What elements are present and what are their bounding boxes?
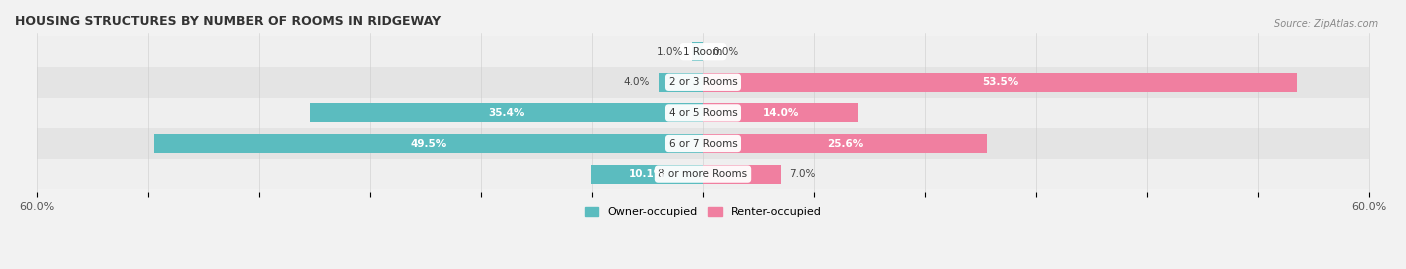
Bar — [37, 98, 1369, 128]
Text: 49.5%: 49.5% — [411, 139, 447, 148]
Bar — [153, 134, 703, 153]
Bar — [703, 134, 987, 153]
Bar — [658, 73, 703, 92]
Bar — [703, 73, 1296, 92]
Bar — [591, 165, 703, 183]
Bar — [37, 67, 1369, 98]
Bar — [37, 159, 1369, 189]
Text: 4.0%: 4.0% — [623, 77, 650, 87]
Text: 25.6%: 25.6% — [827, 139, 863, 148]
Text: 1 Room: 1 Room — [683, 47, 723, 57]
Text: 4 or 5 Rooms: 4 or 5 Rooms — [669, 108, 737, 118]
Bar — [703, 103, 858, 122]
Text: 7.0%: 7.0% — [790, 169, 815, 179]
Bar — [37, 128, 1369, 159]
Bar — [37, 36, 1369, 67]
Text: 10.1%: 10.1% — [628, 169, 665, 179]
Text: 6 or 7 Rooms: 6 or 7 Rooms — [669, 139, 737, 148]
Bar — [692, 42, 703, 61]
Text: Source: ZipAtlas.com: Source: ZipAtlas.com — [1274, 19, 1378, 29]
Text: 1.0%: 1.0% — [657, 47, 683, 57]
Text: 0.0%: 0.0% — [711, 47, 738, 57]
Text: 14.0%: 14.0% — [762, 108, 799, 118]
Text: 53.5%: 53.5% — [981, 77, 1018, 87]
Text: 2 or 3 Rooms: 2 or 3 Rooms — [669, 77, 737, 87]
Text: HOUSING STRUCTURES BY NUMBER OF ROOMS IN RIDGEWAY: HOUSING STRUCTURES BY NUMBER OF ROOMS IN… — [15, 15, 441, 28]
Bar — [311, 103, 703, 122]
Text: 35.4%: 35.4% — [488, 108, 524, 118]
Bar — [703, 165, 780, 183]
Text: 8 or more Rooms: 8 or more Rooms — [658, 169, 748, 179]
Legend: Owner-occupied, Renter-occupied: Owner-occupied, Renter-occupied — [581, 203, 825, 222]
